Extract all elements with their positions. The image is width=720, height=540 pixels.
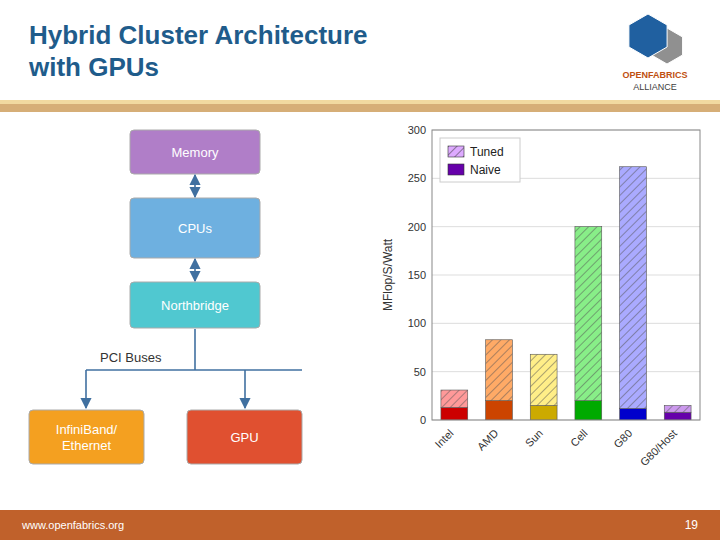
- connector: [244, 370, 246, 408]
- bar-segment: [575, 401, 602, 420]
- legend-entry: Tuned: [470, 145, 504, 159]
- tick-label: 250: [408, 172, 426, 184]
- tick-label: Intel: [433, 427, 456, 450]
- logo-text: ALLIANCE: [633, 82, 677, 92]
- connector: [194, 329, 196, 370]
- connector: [194, 175, 196, 197]
- header-band: [0, 104, 720, 112]
- connector: [85, 370, 87, 408]
- axis-label: MFlop/S/Watt: [381, 238, 395, 311]
- bar-segment: [620, 408, 647, 420]
- grid-line: [432, 226, 700, 227]
- bars: [441, 167, 691, 420]
- tick-label: G80: [611, 427, 634, 450]
- bar-segment: [441, 407, 468, 420]
- tick-label: Cell: [568, 427, 590, 449]
- block-label: GPU: [230, 430, 258, 445]
- tick-label: G80/Host: [638, 427, 679, 468]
- tick-label: 150: [408, 269, 426, 281]
- bar-segment: [486, 401, 513, 420]
- legend-swatch: [448, 164, 464, 175]
- block-label: InfiniBand/Ethernet: [56, 422, 118, 453]
- logo-shape: [629, 14, 667, 58]
- plot-area: [432, 130, 700, 420]
- diagram-block: [29, 410, 144, 464]
- bar-segment: [664, 412, 691, 420]
- tick-label: 300: [408, 124, 426, 136]
- diagram-block: [130, 198, 260, 258]
- footer-text: www.openfabrics.org: [21, 519, 124, 531]
- legend: Tuned Naive: [440, 138, 520, 182]
- diagram-block: [130, 130, 260, 174]
- chart: 0 50 100 150 200 250 300 Intel AMD Sun Cell G80G80/…: [381, 124, 700, 468]
- legend-entry: Naive: [470, 163, 501, 177]
- block-label: Northbridge: [161, 298, 229, 313]
- bar-segment: [620, 167, 647, 409]
- background: [0, 0, 720, 540]
- tick-label: 50: [414, 366, 426, 378]
- logo-text: OPENFABRICS: [622, 70, 687, 80]
- connector: [194, 259, 196, 281]
- bar-segment: [530, 354, 557, 405]
- bar-segment: [530, 406, 557, 421]
- block-label: Memory: [172, 145, 219, 160]
- bar-segment: [575, 227, 602, 401]
- diagram-block: [130, 282, 260, 328]
- tick-label: 200: [408, 221, 426, 233]
- legend-swatch: [448, 146, 464, 157]
- grid-line: [432, 323, 700, 324]
- bar-segment: [664, 406, 691, 413]
- legend-box: [440, 138, 520, 182]
- bar-segment: [486, 340, 513, 401]
- header-band: [0, 100, 720, 104]
- footer: [0, 510, 720, 540]
- tick-label: Sun: [523, 427, 545, 449]
- diagram: Memory CPUs Northbridge InfiniBand/Ethernet…: [29, 130, 302, 464]
- tick-label: 0: [420, 414, 426, 426]
- grid-line: [432, 371, 700, 372]
- plot-frame: [432, 130, 700, 420]
- tick-label: AMD: [475, 427, 501, 453]
- diagram-block: [187, 410, 302, 464]
- tick-label: 100: [408, 317, 426, 329]
- grid-line: [432, 275, 700, 276]
- bus-label: PCI Buses: [100, 350, 162, 365]
- page-number: 19: [685, 518, 699, 532]
- bar-segment: [441, 390, 468, 407]
- block-label: CPUs: [178, 221, 212, 236]
- connector: [86, 369, 302, 371]
- title: Hybrid Cluster Architecturewith GPUs: [28, 20, 368, 82]
